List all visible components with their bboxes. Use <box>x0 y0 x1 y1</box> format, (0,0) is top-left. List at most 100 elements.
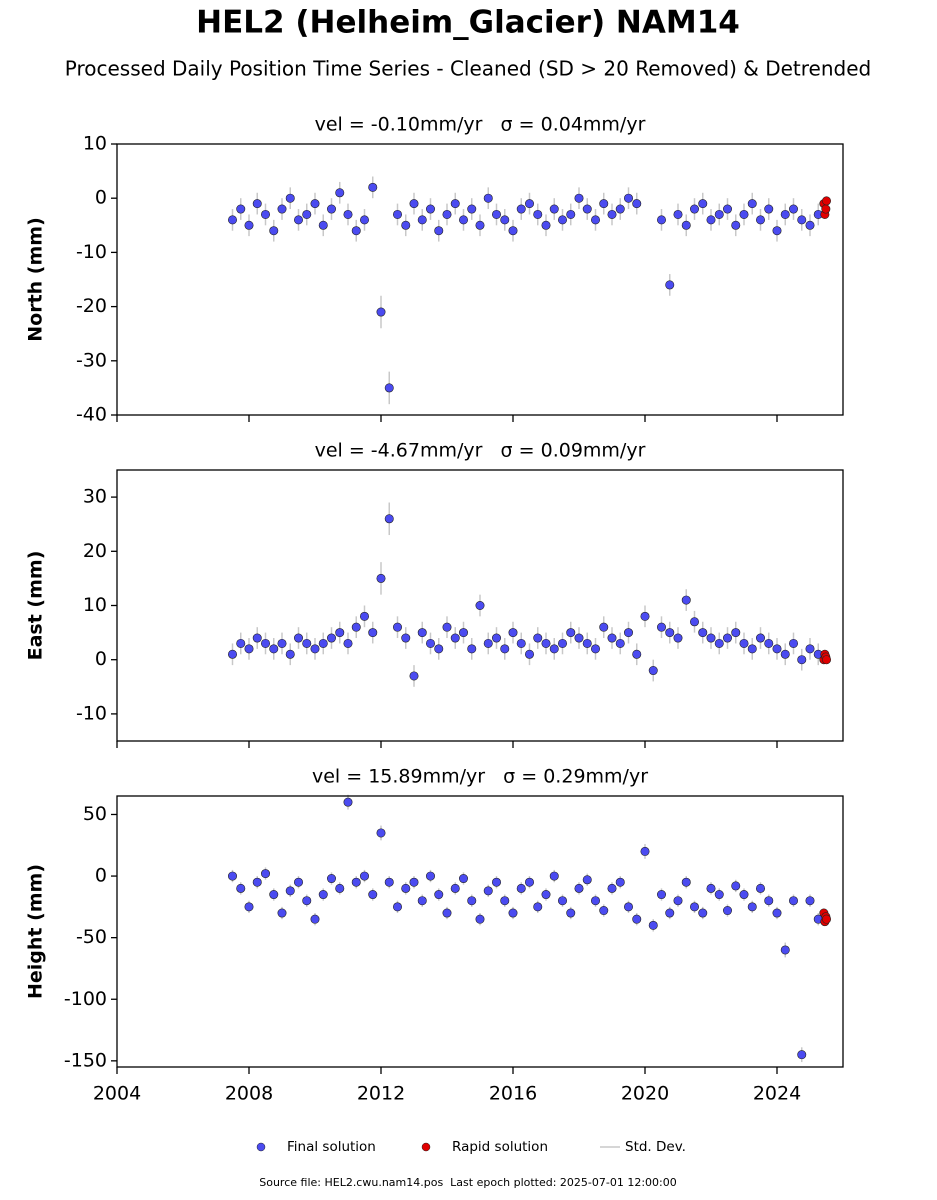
source-note: Source file: HEL2.cwu.nam14.pos Last epo… <box>259 1176 677 1189</box>
final-point <box>665 908 675 918</box>
final-point <box>805 644 815 654</box>
final-point <box>739 209 749 219</box>
final-point <box>458 628 468 638</box>
final-point <box>607 883 617 893</box>
y-tick-label: -50 <box>76 926 107 948</box>
final-point <box>722 204 732 214</box>
final-point <box>566 209 576 219</box>
y-tick-label: 10 <box>83 133 107 155</box>
plot-frame <box>116 143 844 416</box>
final-point <box>401 220 411 230</box>
final-point <box>434 890 444 900</box>
final-point <box>277 204 287 214</box>
final-point <box>607 633 617 643</box>
final-point <box>343 638 353 648</box>
x-tick-label: 2012 <box>357 1083 405 1105</box>
final-point <box>681 220 691 230</box>
y-axis-label: East (mm) <box>25 551 47 661</box>
final-point <box>475 220 485 230</box>
final-point <box>706 215 716 225</box>
final-point <box>491 633 501 643</box>
y-tick-label: 50 <box>83 803 107 825</box>
final-point <box>516 883 526 893</box>
final-point <box>442 209 452 219</box>
final-point <box>747 902 757 912</box>
final-point <box>681 595 691 605</box>
final-point <box>302 209 312 219</box>
final-point <box>500 215 510 225</box>
final-point <box>673 633 683 643</box>
final-point <box>252 633 262 643</box>
y-tick-label: -40 <box>76 404 107 426</box>
final-point <box>351 877 361 887</box>
final-point <box>409 671 419 681</box>
final-point <box>623 628 633 638</box>
final-point <box>244 220 254 230</box>
final-point <box>681 877 691 887</box>
final-point <box>458 215 468 225</box>
final-point <box>500 644 510 654</box>
final-point <box>599 622 609 632</box>
y-tick-label: -20 <box>76 295 107 317</box>
final-point <box>285 193 295 203</box>
final-point <box>359 215 369 225</box>
final-point <box>450 633 460 643</box>
y-axis-label: North (mm) <box>25 217 47 342</box>
final-point <box>500 896 510 906</box>
final-point <box>359 611 369 621</box>
final-point <box>293 877 303 887</box>
final-point <box>764 638 774 648</box>
final-point <box>706 883 716 893</box>
final-point <box>508 908 518 918</box>
final-point <box>475 600 485 610</box>
final-point <box>252 877 262 887</box>
rapid-point <box>821 655 831 665</box>
final-point <box>384 514 394 524</box>
final-point <box>467 896 477 906</box>
final-point <box>755 215 765 225</box>
final-point <box>533 902 543 912</box>
final-point <box>318 638 328 648</box>
final-point <box>722 633 732 643</box>
final-point <box>458 874 468 884</box>
final-point <box>689 617 699 627</box>
final-point <box>417 628 427 638</box>
final-point <box>698 908 708 918</box>
final-point <box>772 908 782 918</box>
x-tick-label: 2016 <box>489 1083 537 1105</box>
final-point <box>516 638 526 648</box>
final-point <box>607 209 617 219</box>
final-point <box>269 226 279 236</box>
final-point <box>368 628 378 638</box>
final-point <box>335 883 345 893</box>
rapid-point <box>821 196 831 206</box>
final-point <box>549 871 559 881</box>
final-point <box>475 914 485 924</box>
final-point <box>797 1050 807 1060</box>
final-point <box>310 644 320 654</box>
panel-title: vel = -0.10mm/yr σ = 0.04mm/yr <box>315 114 646 136</box>
final-point <box>318 890 328 900</box>
final-point <box>623 193 633 203</box>
final-point <box>557 215 567 225</box>
final-point <box>483 638 493 648</box>
final-point <box>302 896 312 906</box>
final-point <box>623 902 633 912</box>
final-point <box>368 890 378 900</box>
y-tick-label: 10 <box>83 594 107 616</box>
final-point <box>549 204 559 214</box>
final-point <box>260 638 270 648</box>
legend-label: Rapid solution <box>452 1139 548 1155</box>
final-point <box>764 204 774 214</box>
x-tick-label: 2024 <box>753 1083 801 1105</box>
final-point <box>615 638 625 648</box>
final-point <box>698 628 708 638</box>
final-point <box>392 902 402 912</box>
final-point <box>236 883 246 893</box>
y-tick-label: 30 <box>83 486 107 508</box>
final-point <box>755 633 765 643</box>
final-point <box>632 199 642 209</box>
final-point <box>541 220 551 230</box>
final-point <box>665 280 675 290</box>
